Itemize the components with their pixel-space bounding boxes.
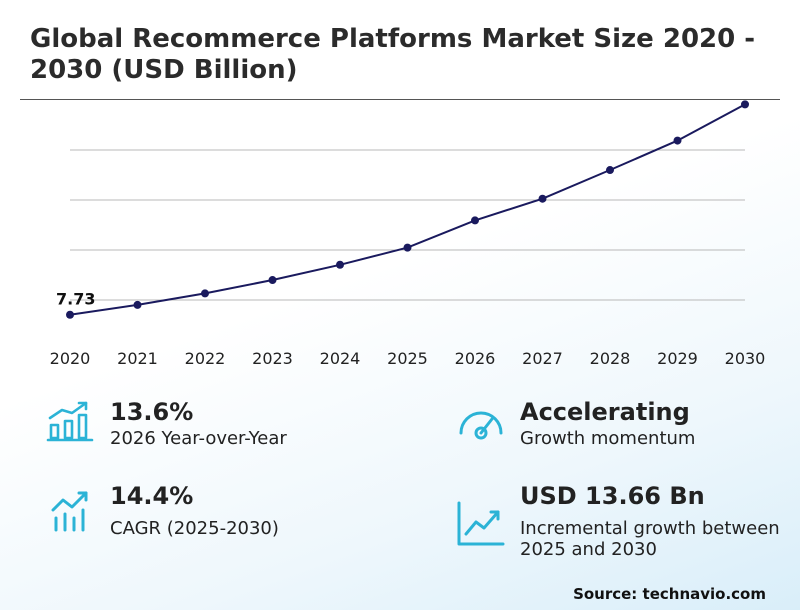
stat-cagr-label: CAGR (2025-2030) bbox=[110, 518, 279, 539]
data-point-2020 bbox=[66, 310, 74, 319]
stat-momentum: Accelerating Growth momentum bbox=[520, 398, 695, 449]
data-point-2025 bbox=[403, 243, 412, 252]
x-tick-label-2022: 2022 bbox=[185, 349, 226, 368]
stat-momentum-value: Accelerating bbox=[520, 398, 690, 426]
x-tick-label-2026: 2026 bbox=[455, 349, 496, 368]
stat-incremental-label: Incremental growth between 2025 and 2030 bbox=[520, 518, 780, 560]
stat-cagr: 14.4% CAGR (2025-2030) bbox=[110, 482, 279, 539]
series-line bbox=[69, 103, 746, 316]
x-tick-label-2027: 2027 bbox=[522, 349, 563, 368]
speedometer-gauge-icon bbox=[459, 411, 503, 440]
data-point-2023 bbox=[268, 276, 277, 285]
data-point-2027 bbox=[538, 194, 547, 203]
stat-yoy: 13.6% 2026 Year-over-Year bbox=[110, 398, 287, 449]
line-chart: 2020 2021 2022 2023 2024 2025 2026 2027 2028 2029… bbox=[50, 100, 766, 368]
stat-yoy-label: 2026 Year-over-Year bbox=[110, 428, 287, 449]
x-tick-label-2021: 2021 bbox=[117, 349, 158, 368]
x-tick-label-2024: 2024 bbox=[320, 349, 361, 368]
stat-incremental: USD 13.66 Bn Incremental growth between … bbox=[520, 482, 790, 560]
trend-bars-icon bbox=[51, 491, 88, 532]
stat-incremental-value: USD 13.66 Bn bbox=[520, 482, 705, 510]
data-point-2021 bbox=[133, 300, 142, 309]
stat-momentum-label: Growth momentum bbox=[520, 428, 696, 449]
x-tick-label-2029: 2029 bbox=[657, 349, 698, 368]
rising-line-chart-icon bbox=[457, 501, 505, 546]
x-tick-label-2028: 2028 bbox=[590, 349, 631, 368]
data-point-2022 bbox=[201, 289, 209, 298]
x-tick-label-2023: 2023 bbox=[252, 349, 293, 368]
data-point-2026 bbox=[471, 216, 479, 225]
title-divider bbox=[20, 99, 780, 100]
data-point-2030 bbox=[741, 100, 749, 109]
bar-chart-growth-icon bbox=[46, 401, 94, 442]
x-tick-label-2020: 2020 bbox=[50, 349, 91, 368]
data-point-2024 bbox=[336, 260, 344, 269]
source-credit: Source: technavio.com bbox=[573, 585, 766, 603]
stat-cagr-value: 14.4% bbox=[110, 482, 194, 510]
chart-title: Global Recommerce Platforms Market Size … bbox=[30, 24, 756, 85]
data-label-2020: 7.73 bbox=[56, 290, 95, 309]
x-tick-label-2030: 2030 bbox=[725, 349, 766, 368]
x-tick-label-2025: 2025 bbox=[387, 349, 428, 368]
data-point-2028 bbox=[606, 166, 614, 175]
stat-yoy-value: 13.6% bbox=[110, 398, 194, 426]
data-point-2029 bbox=[673, 136, 682, 145]
